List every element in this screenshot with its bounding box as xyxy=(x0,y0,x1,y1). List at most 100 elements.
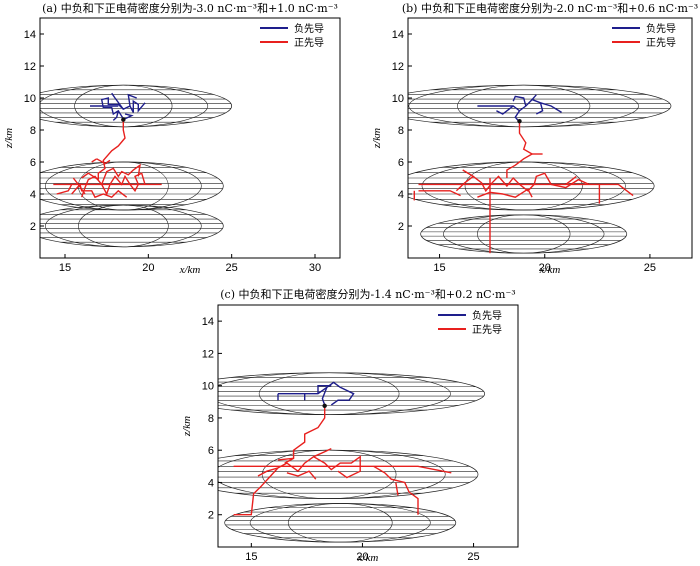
y-tick-label: 8 xyxy=(208,413,214,425)
y-tick-label: 10 xyxy=(24,93,36,105)
legend-label-positive: 正先导 xyxy=(294,37,324,49)
x-tick-label: 25 xyxy=(226,262,238,274)
panel-title: (b) 中负和下正电荷密度分别为-2.0 nC·m⁻³和+0.6 nC·m⁻³ xyxy=(402,1,698,15)
y-tick-label: 2 xyxy=(398,221,404,233)
negative-leader-path xyxy=(531,94,537,101)
positive-leader-path xyxy=(284,406,326,464)
ellipsoid-outline xyxy=(224,503,457,543)
y-tick-label: 8 xyxy=(30,125,36,137)
positive-leader-path xyxy=(462,169,474,177)
axes-frame xyxy=(39,17,341,259)
positive-leader-path xyxy=(286,470,317,480)
axes-frame xyxy=(217,304,519,548)
legend-label-positive: 正先导 xyxy=(646,37,676,49)
positive-leader-path xyxy=(506,122,534,178)
negative-leader-path xyxy=(111,92,124,110)
positive-leader-path xyxy=(81,172,99,181)
charge-ellipsoid xyxy=(224,503,457,543)
initiation-point-marker xyxy=(322,403,327,409)
y-tick-label: 10 xyxy=(202,381,214,393)
y-tick-label: 2 xyxy=(30,221,36,233)
charge-ellipsoid xyxy=(408,84,672,128)
y-axis-label: z/km xyxy=(371,128,383,149)
positive-leader-path xyxy=(455,172,552,193)
ellipsoid-meridian xyxy=(78,161,169,211)
y-axis-label: z/km xyxy=(181,416,193,437)
y-tick-label: 12 xyxy=(24,61,36,73)
y-tick-label: 14 xyxy=(202,316,214,328)
negative-leader-path xyxy=(317,385,332,394)
charge-ellipsoid xyxy=(218,372,485,416)
negative-leader-path xyxy=(127,93,137,107)
ellipsoid-meridian xyxy=(218,449,446,499)
y-tick-label: 4 xyxy=(30,189,36,201)
legend-label-negative: 负先导 xyxy=(294,22,324,35)
plot-area xyxy=(40,84,232,248)
x-tick-label: 20 xyxy=(356,551,368,563)
x-axis-label: x/km xyxy=(357,552,379,564)
ellipsoid-meridian xyxy=(45,161,202,211)
positive-leader-path xyxy=(81,172,146,198)
positive-leader-path xyxy=(395,482,399,496)
charge-ellipsoid xyxy=(218,449,479,499)
plot-area xyxy=(408,84,672,254)
ellipsoid-outline xyxy=(408,84,672,128)
y-axis-label: z/km xyxy=(3,128,15,149)
x-tick-label: 30 xyxy=(309,262,321,274)
x-tick-label: 15 xyxy=(433,262,445,274)
x-tick-label: 15 xyxy=(59,262,71,274)
ellipsoid-meridian xyxy=(477,214,571,254)
y-tick-label: 14 xyxy=(392,29,404,41)
positive-leader-path xyxy=(101,163,141,185)
panel-c: (c) 中负和下正电荷密度分别为-1.4 nC·m⁻³和+0.2 nC·m⁻³ 1… xyxy=(181,287,519,564)
y-tick-label: 6 xyxy=(208,445,214,457)
x-tick-label: 20 xyxy=(142,262,154,274)
positive-leader-series xyxy=(53,120,162,199)
ellipsoid-outline xyxy=(40,204,224,248)
negative-leader-path xyxy=(321,387,328,406)
plot-area xyxy=(218,372,485,543)
negative-leader-path xyxy=(477,98,562,113)
y-tick-label: 8 xyxy=(398,125,404,137)
positive-leader-path xyxy=(97,120,126,180)
charge-ellipsoid xyxy=(408,161,655,211)
panel-title: (a) 中负和下正电荷密度分别为-3.0 nC·m⁻³和+1.0 nC·m⁻³ xyxy=(42,1,338,15)
positive-leader-series xyxy=(233,406,452,516)
legend-label-negative: 负先导 xyxy=(472,309,502,322)
positive-leader-path xyxy=(56,184,73,195)
y-tick-label: 4 xyxy=(398,189,404,201)
y-tick-label: 14 xyxy=(24,29,36,41)
ellipsoid-meridian xyxy=(421,161,626,211)
y-tick-label: 10 xyxy=(392,93,404,105)
y-tick-label: 2 xyxy=(208,510,214,522)
positive-leader-path xyxy=(277,457,294,461)
ellipsoid-meridian xyxy=(287,503,393,543)
ellipsoid-outline xyxy=(218,449,479,499)
x-axis-label: x/km xyxy=(539,264,561,276)
positive-leader-path xyxy=(550,178,590,189)
ellipsoid-meridian xyxy=(457,84,591,128)
ellipsoid-meridian xyxy=(218,372,451,416)
ellipsoid-meridian xyxy=(45,204,202,248)
legend-label-positive: 正先导 xyxy=(472,324,502,336)
y-tick-label: 4 xyxy=(208,477,214,489)
ellipsoid-meridian xyxy=(78,204,169,248)
x-axis-label: x/km xyxy=(179,264,201,276)
negative-leader-path xyxy=(112,110,119,121)
ellipsoid-outline xyxy=(218,372,485,416)
positive-leader-path xyxy=(313,447,332,458)
negative-leader-path xyxy=(512,95,527,107)
positive-leader-path xyxy=(91,158,98,163)
charge-ellipsoid xyxy=(420,214,628,254)
x-tick-label: 25 xyxy=(644,262,656,274)
positive-leader-path xyxy=(96,158,111,165)
legend-label-negative: 负先导 xyxy=(646,22,676,35)
x-tick-label: 25 xyxy=(467,551,479,563)
ellipsoid-meridian xyxy=(249,503,431,543)
charge-ellipsoid xyxy=(40,161,224,211)
charge-ellipsoid xyxy=(40,204,224,248)
positive-leader-path xyxy=(233,465,452,474)
